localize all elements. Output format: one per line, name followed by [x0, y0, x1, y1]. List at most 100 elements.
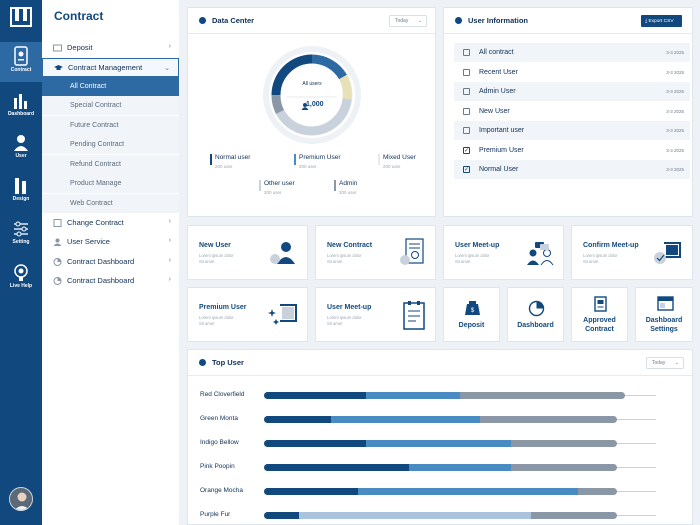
user-icon — [14, 135, 28, 151]
progress-segment — [264, 392, 366, 399]
tile-sub-line: Sit amet — [199, 259, 215, 264]
tile-title: Dashboard — [517, 322, 554, 329]
rail-item-live-help[interactable]: Live Help — [0, 260, 42, 300]
user-info-row[interactable]: ✓ Premium User 3-3 2025 — [454, 141, 690, 160]
sidebar-item-contract-dashboard-2[interactable]: Contract Dashboard › — [42, 271, 179, 290]
export-csv-button[interactable]: ⤓ Export CSV — [641, 15, 682, 27]
sidebar-item-label: Contract Management — [68, 63, 143, 72]
tile-title: Confirm Meet-up — [583, 242, 639, 249]
sidebar-subitem-future-contract[interactable]: Future Contract — [42, 116, 179, 135]
legend-admin: Admin 200 user — [334, 180, 357, 195]
top-user-progress-bar — [264, 440, 617, 447]
chevron-down-icon: ⌄ — [674, 360, 679, 366]
sidebar-subitem-special-contract[interactable]: Special Contract — [42, 96, 179, 115]
top-user-name: Red Cloverfield — [200, 391, 245, 398]
sidebar-item-change-contract[interactable]: Change Contract › — [42, 213, 179, 232]
top-user-progress-bar — [264, 512, 617, 519]
rail-label: Setting — [12, 239, 30, 245]
user-information-card: User Information ⤓ Export CSV All contra… — [443, 7, 693, 217]
tile-new-user[interactable]: New User Lorem ipsum dolor Sit amet — [187, 225, 308, 280]
tile-title: User Meet-up — [327, 304, 372, 311]
sidebar-subitem-all-contract[interactable]: All Contract — [42, 77, 179, 96]
rail-item-user[interactable]: User — [0, 130, 42, 170]
row-label: Recent User — [479, 69, 518, 76]
user-info-row[interactable]: Recent User 3-3 2025 — [454, 63, 690, 82]
progress-segment — [365, 440, 511, 447]
tile-approved-contract[interactable]: Approved Contract — [571, 287, 628, 342]
legend-label: Admin — [339, 180, 358, 187]
avatar-image-icon — [10, 488, 32, 510]
approved-doc-icon — [594, 296, 607, 312]
tile-deposit[interactable]: $ Deposit — [443, 287, 500, 342]
rail-item-dashboard[interactable]: Dashboard — [0, 88, 42, 128]
checkbox-checked[interactable]: ✓ — [463, 147, 470, 154]
rail-item-contract[interactable]: Contract — [0, 42, 42, 82]
user-info-row[interactable]: All contract 3-3 2025 — [454, 43, 690, 62]
checkbox[interactable] — [463, 49, 470, 56]
sidebar-subitem-web-contract[interactable]: Web Contract — [42, 194, 179, 213]
checkbox[interactable] — [463, 127, 470, 134]
sidebar-item-label: Change Contract — [67, 218, 124, 227]
chevron-down-icon: ⌄ — [164, 65, 170, 72]
sidebar-subitem-refund-contract[interactable]: Refund Contract — [42, 155, 179, 174]
dashboard-settings-icon — [657, 296, 674, 311]
top-user-name: Green Monta — [200, 415, 238, 422]
rail-item-design[interactable]: Design — [0, 173, 42, 213]
top-user-filter-dropdown[interactable]: Today ⌄ — [646, 357, 684, 369]
tile-confirm-meetup[interactable]: Confirm Meet-up Lorem ipsum dolor Sit ame… — [571, 225, 693, 280]
sidebar-item-contract-dashboard[interactable]: Contract Dashboard › — [42, 252, 179, 271]
donut-segment-premium — [271, 54, 313, 96]
graduation-cap-icon — [54, 64, 63, 70]
clipboard-icon — [403, 301, 425, 330]
checkbox[interactable] — [463, 108, 470, 115]
checkbox-checked[interactable]: ✓ — [463, 166, 470, 173]
tile-user-meetup-2[interactable]: User Meet-up Lorem ipsum dolor Sit amet — [315, 287, 436, 342]
sidebar-item-deposit[interactable]: Deposit › — [42, 38, 179, 57]
rail-item-setting[interactable]: Setting — [0, 216, 42, 256]
user-info-row[interactable]: New User 3-3 2025 — [454, 102, 690, 121]
legend-label: Mixed User — [383, 154, 416, 161]
user-info-row[interactable]: Important user 3-3 2025 — [454, 121, 690, 140]
sidebar-subitem-pending-contract[interactable]: Pending Contract — [42, 135, 179, 154]
tile-sub-line: Sit amet — [327, 321, 343, 326]
user-info-row[interactable]: ✓ Normal User 3-3 2025 — [454, 160, 690, 179]
svg-text:$: $ — [471, 308, 475, 314]
tile-user-meetup[interactable]: User Meet-up Lorem ipsum dolor Sit amet — [443, 225, 564, 280]
rail-label: User — [15, 153, 27, 159]
bar-chart-icon — [14, 94, 27, 109]
top-user-progress-bar — [264, 416, 617, 423]
meetup-icon — [527, 242, 554, 266]
sidebar-item-contract-management[interactable]: Contract Management ⌄ — [42, 58, 179, 77]
icon-rail: Contract Dashboard User Design — [0, 0, 42, 525]
tile-dashboard-settings[interactable]: Dashboard Settings — [635, 287, 693, 342]
checkbox[interactable] — [463, 69, 470, 76]
chevron-down-icon: ⌄ — [417, 18, 422, 24]
new-contract-icon — [400, 238, 424, 265]
checkbox[interactable] — [463, 88, 470, 95]
sidebar-item-user-service[interactable]: User Service › — [42, 232, 179, 251]
progress-segment — [299, 512, 531, 519]
confirm-meetup-icon — [654, 242, 681, 264]
tile-sub-line: Sit amet — [455, 259, 471, 264]
row-date: 3-3 2025 — [666, 148, 684, 153]
tile-premium-user[interactable]: Premium User Lorem ipsum dolor Sit amet — [187, 287, 308, 342]
tile-new-contract[interactable]: New Contract Lorem ipsum dolor Sit amet — [315, 225, 436, 280]
tile-subtitle: Lorem ipsum dolor Sit amet — [455, 253, 490, 265]
tile-dashboard[interactable]: Dashboard — [507, 287, 564, 342]
tile-title: Dashboard Settings — [645, 317, 683, 333]
contract-icon — [14, 46, 28, 66]
donut-label: All users — [302, 81, 322, 87]
sidebar-subitem-product-manage[interactable]: Product Manage — [42, 174, 179, 193]
row-date: 3-3 2025 — [666, 50, 684, 55]
top-user-card: Top User Today ⌄ Red Cloverfield Green Mo… — [187, 349, 693, 525]
donut-segment-mixed — [338, 74, 352, 100]
row-label: Premium User — [479, 147, 524, 154]
legend-count: 200 user — [264, 190, 282, 195]
card-title: User Information — [468, 16, 529, 25]
data-center-card: Data Center Today ⌄ All users 1,000 Norm… — [187, 7, 436, 217]
user-info-row[interactable]: Admin User 3-3 2025 — [454, 82, 690, 101]
tile-sub-line: Lorem ipsum dolor — [327, 315, 362, 320]
rail-label: Design — [12, 196, 30, 202]
data-center-filter-dropdown[interactable]: Today ⌄ — [389, 15, 427, 27]
user-avatar[interactable] — [9, 487, 33, 511]
